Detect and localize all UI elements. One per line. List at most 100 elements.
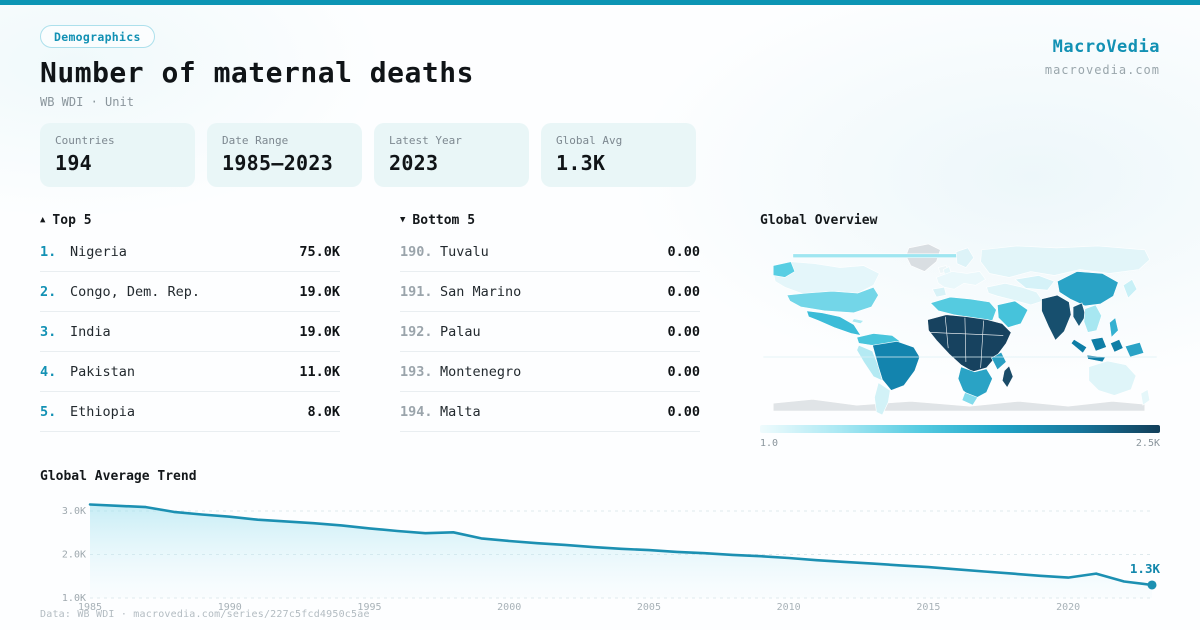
country-value: 0.00	[667, 323, 700, 340]
rank-number: 190.	[400, 243, 433, 260]
main-content: ▲ Top 5 1. Nigeria 75.0K 2. Congo, Dem. Rep.…	[0, 187, 1200, 449]
map-oceania	[1088, 360, 1151, 406]
list-item[interactable]: 190. Tuvalu 0.00	[400, 232, 700, 272]
page-title: Number of maternal deaths	[40, 56, 474, 89]
triangle-up-icon: ▲	[40, 214, 46, 225]
triangle-down-icon: ▼	[400, 214, 406, 225]
bottom5-heading-label: Bottom 5	[412, 213, 476, 228]
brand-domain[interactable]: macrovedia.com	[1044, 63, 1160, 77]
country-value: 8.0K	[307, 403, 340, 420]
world-map: 1.0 2.5K	[760, 242, 1160, 449]
x-axis-tick: 2005	[637, 602, 661, 613]
country-name: Palau	[440, 323, 481, 340]
trend-end-label: 1.3K	[1130, 561, 1160, 576]
map-section: Global Overview	[760, 213, 1160, 449]
stat-card-latest-year: Latest Year 2023	[374, 123, 529, 187]
rank-number: 192.	[400, 323, 433, 340]
map-north-america	[772, 261, 880, 336]
arctic-islands	[792, 253, 966, 259]
country-value: 11.0K	[299, 363, 340, 380]
x-axis-tick: 1990	[218, 602, 242, 613]
country-name: Congo, Dem. Rep.	[70, 283, 201, 300]
stat-label: Latest Year	[389, 134, 462, 147]
rank-number: 3.	[40, 323, 57, 340]
legend-max: 2.5K	[1135, 438, 1160, 449]
y-axis-tick: 3.0K	[62, 506, 86, 517]
x-axis-tick: 1985	[78, 602, 102, 613]
trend-section: Global Average Trend 3.0K 2.0K 1.0K 1985 199…	[0, 449, 1200, 614]
bottom5-list: 190. Tuvalu 0.00 191. San Marino 0.00 192. Pala…	[400, 232, 700, 432]
x-axis-tick: 2020	[1056, 602, 1080, 613]
country-name: San Marino	[440, 283, 522, 300]
trend-endpoint-dot	[1147, 580, 1157, 590]
stat-value: 2023	[389, 151, 439, 175]
rank-number: 191.	[400, 283, 433, 300]
bottom5-section: ▼ Bottom 5 190. Tuvalu 0.00 191. San Marino 0…	[400, 213, 700, 449]
country-value: 19.0K	[299, 283, 340, 300]
list-item[interactable]: 192. Palau 0.00	[400, 312, 700, 352]
stat-label: Date Range	[222, 134, 289, 147]
trend-heading-label: Global Average Trend	[40, 469, 197, 484]
legend-min: 1.0	[760, 438, 779, 449]
country-value: 75.0K	[299, 243, 340, 260]
brand-box: MacroVedia macrovedia.com	[1045, 25, 1160, 77]
stat-label: Countries	[55, 134, 115, 147]
map-africa	[927, 296, 1014, 406]
list-item[interactable]: 2. Congo, Dem. Rep. 19.0K	[40, 272, 340, 312]
country-name: Tuvalu	[440, 243, 489, 260]
brand-name[interactable]: MacroVedia	[1052, 37, 1160, 57]
stat-value: 194	[55, 151, 93, 175]
bottom5-heading: ▼ Bottom 5	[400, 213, 700, 228]
country-name: Pakistan	[70, 363, 136, 380]
rank-number: 4.	[40, 363, 57, 380]
x-axis-tick: 2010	[777, 602, 801, 613]
list-item[interactable]: 4. Pakistan 11.0K	[40, 352, 340, 392]
list-item[interactable]: 191. San Marino 0.00	[400, 272, 700, 312]
stat-label: Global Avg	[556, 134, 623, 147]
top5-heading: ▲ Top 5	[40, 213, 340, 228]
color-scale-legend	[760, 425, 1160, 433]
country-value: 0.00	[667, 403, 700, 420]
y-axis-tick: 1.0K	[62, 593, 86, 604]
list-item[interactable]: 3. India 19.0K	[40, 312, 340, 352]
trend-heading: Global Average Trend	[40, 469, 1160, 484]
stats-row: Countries 194 Date Range 1985—2023 Lates…	[0, 109, 1200, 187]
map-asia	[980, 245, 1151, 363]
top5-section: ▲ Top 5 1. Nigeria 75.0K 2. Congo, Dem. Rep.…	[40, 213, 340, 449]
x-axis-tick: 1995	[357, 602, 381, 613]
country-value: 0.00	[667, 243, 700, 260]
y-axis-tick: 2.0K	[62, 550, 86, 561]
rank-number: 5.	[40, 403, 57, 420]
top-accent-bar	[0, 0, 1200, 5]
country-value: 19.0K	[299, 323, 340, 340]
category-badge: Demographics	[40, 25, 155, 48]
rank-number: 1.	[40, 243, 57, 260]
x-axis-tick: 2000	[497, 602, 521, 613]
rank-number: 194.	[400, 403, 433, 420]
x-axis-tick: 2015	[916, 602, 940, 613]
stat-value: 1985—2023	[222, 151, 334, 175]
country-name: Montenegro	[440, 363, 522, 380]
top5-list: 1. Nigeria 75.0K 2. Congo, Dem. Rep. 19.0K 3. I…	[40, 232, 340, 432]
footer-source[interactable]: Data: WB WDI · macrovedia.com/series/227…	[40, 609, 370, 620]
country-name: Nigeria	[70, 243, 127, 260]
header-left: Demographics Number of maternal deaths W…	[40, 25, 474, 109]
stat-card-date-range: Date Range 1985—2023	[207, 123, 362, 187]
list-item[interactable]: 194. Malta 0.00	[400, 392, 700, 432]
country-name: Malta	[440, 403, 481, 420]
list-item[interactable]: 193. Montenegro 0.00	[400, 352, 700, 392]
stat-card-countries: Countries 194	[40, 123, 195, 187]
page-subtitle: WB WDI · Unit	[40, 95, 134, 109]
map-heading-label: Global Overview	[760, 213, 878, 228]
trend-line	[88, 503, 1154, 587]
map-europe	[932, 247, 986, 298]
rank-number: 2.	[40, 283, 57, 300]
map-heading: Global Overview	[760, 213, 1160, 228]
top5-heading-label: Top 5	[52, 213, 92, 228]
map-south-america	[856, 333, 921, 416]
list-item[interactable]: 1. Nigeria 75.0K	[40, 232, 340, 272]
country-name: Ethiopia	[70, 403, 136, 420]
list-item[interactable]: 5. Ethiopia 8.0K	[40, 392, 340, 432]
rank-number: 193.	[400, 363, 433, 380]
